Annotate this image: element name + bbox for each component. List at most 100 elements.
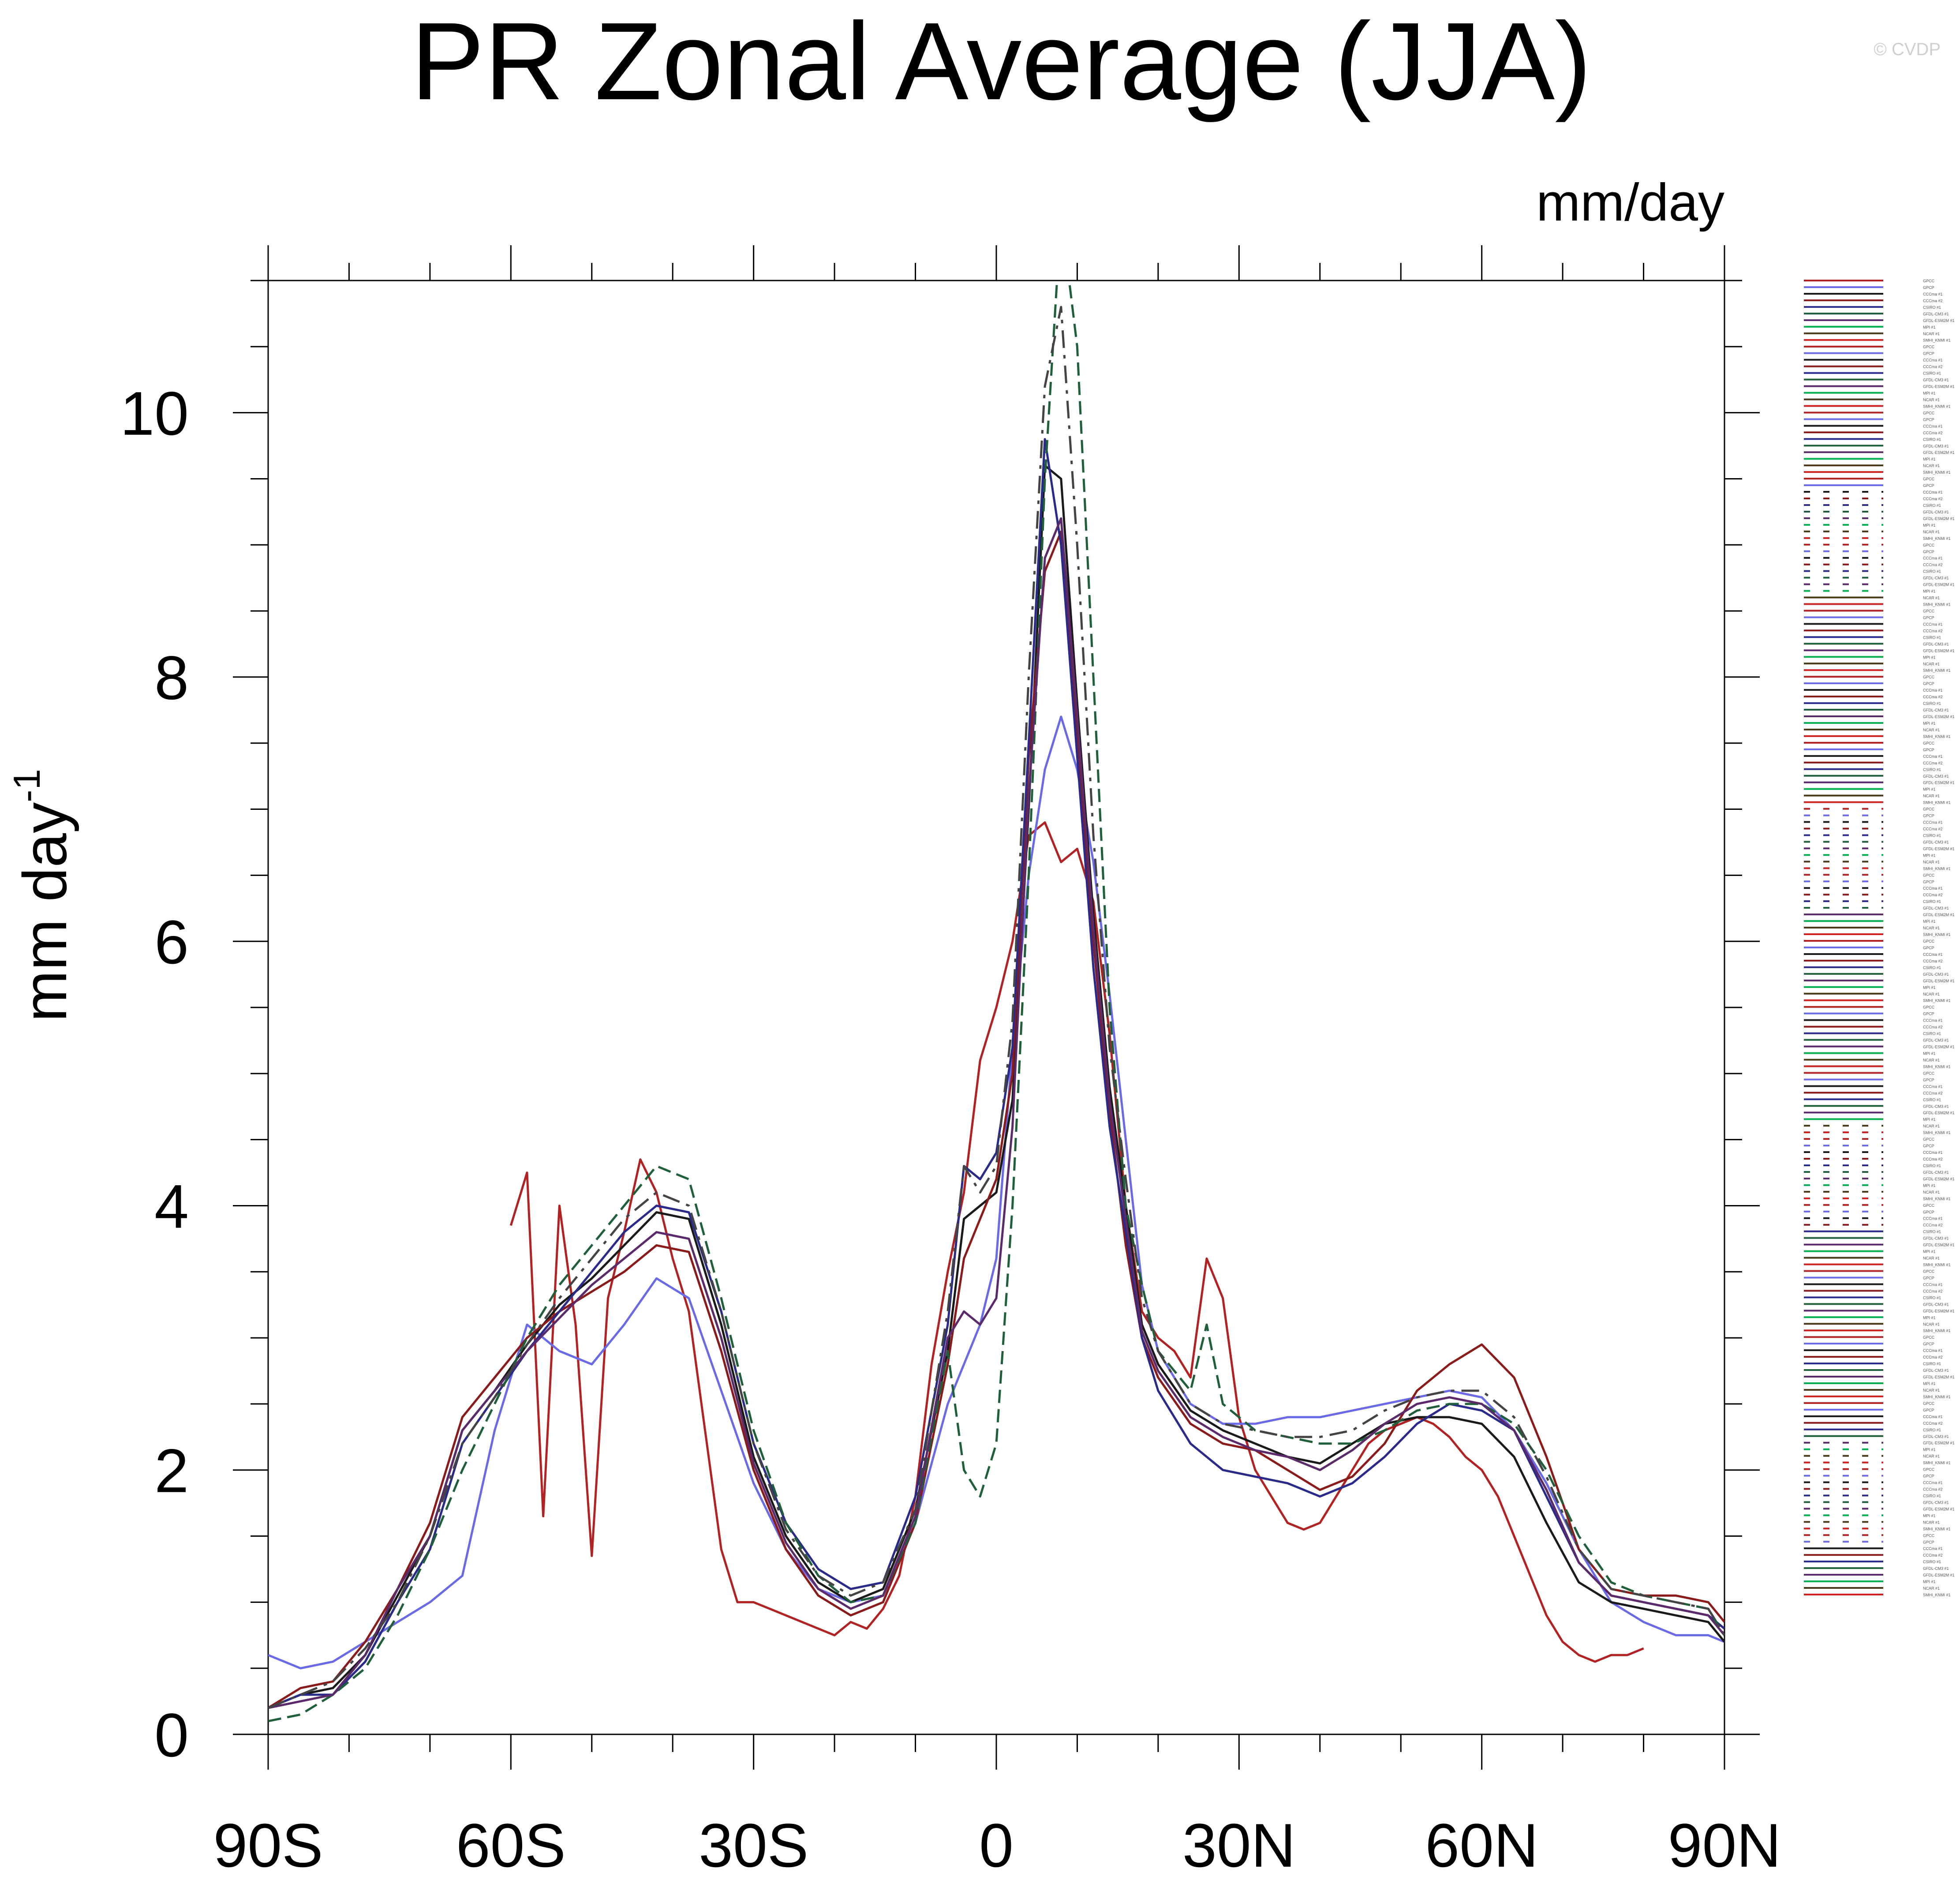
legend-label: GPCC — [1923, 873, 1935, 877]
series-line-2 — [268, 715, 1724, 1670]
legend-label: CCCma #1 — [1923, 1018, 1943, 1023]
legend-label: MPI #1 — [1923, 457, 1936, 461]
legend-label: GFDL-CM3 #1 — [1923, 642, 1949, 646]
legend-label: CCCma #2 — [1923, 1289, 1943, 1293]
legend-label: CCCma #2 — [1923, 1223, 1943, 1228]
legend-label: NCAR #1 — [1923, 992, 1940, 996]
legend-label: CCCma #1 — [1923, 1217, 1943, 1221]
legend-label: CSIRO #1 — [1923, 503, 1941, 508]
legend-label: GPCC — [1923, 807, 1935, 812]
legend-label: MPI #1 — [1923, 1448, 1936, 1452]
legend-label: CCCma #2 — [1923, 1487, 1943, 1492]
legend-label: MPI #1 — [1923, 721, 1936, 726]
y-tick-label: 2 — [154, 1436, 189, 1505]
watermark: © CVDP — [1874, 40, 1941, 59]
legend: GPCC GPCP CCCma #1 CCCma #2 CSIRO #1 GFDL-CM3… — [1804, 279, 1955, 1597]
legend-label: GFDL-CM3 #1 — [1923, 1566, 1949, 1571]
legend-label: CCCma #2 — [1923, 1553, 1943, 1557]
chart-title: PR Zonal Average (JJA) — [411, 0, 1591, 123]
series-layer — [268, 281, 1724, 1722]
legend-label: GPCP — [1923, 1408, 1934, 1412]
legend-label: GPCC — [1923, 675, 1935, 679]
legend-label: CCCma #1 — [1923, 424, 1943, 428]
legend-label: CCCma #2 — [1923, 1421, 1943, 1426]
legend-label: GPCC — [1923, 1467, 1935, 1472]
legend-label: GPCC — [1923, 609, 1935, 614]
x-tick-label: 60N — [1425, 1811, 1538, 1880]
legend-label: GPCC — [1923, 741, 1935, 745]
legend-label: GPCP — [1923, 1012, 1934, 1016]
legend-label: GPCP — [1923, 1276, 1934, 1280]
legend-label: GFDL-ESM2M #1 — [1923, 1243, 1955, 1247]
legend-label: NCAR #1 — [1923, 860, 1940, 864]
y-axis-label-base: mm day — [10, 802, 79, 1022]
x-tick-label: 60S — [456, 1811, 566, 1880]
legend-label: SMHI_KNMI #1 — [1923, 1064, 1951, 1069]
legend-label: GPCC — [1923, 1005, 1935, 1010]
legend-label: GPCP — [1923, 1210, 1934, 1214]
legend-label: GFDL-ESM2M #1 — [1923, 1177, 1955, 1181]
x-tick-label: 90S — [213, 1811, 323, 1880]
legend-label: GPCP — [1923, 748, 1934, 752]
legend-label: MPI #1 — [1923, 853, 1936, 857]
legend-label: GFDL-ESM2M #1 — [1923, 1045, 1955, 1049]
legend-label: CSIRO #1 — [1923, 1560, 1941, 1564]
svg-text:mm day-1: mm day-1 — [6, 769, 79, 1022]
legend-label: SMHI_KNMI #1 — [1923, 932, 1951, 937]
x-tick-label: 30S — [699, 1811, 808, 1880]
x-tick-label: 90N — [1668, 1811, 1781, 1880]
legend-label: CCCma #2 — [1923, 299, 1943, 303]
legend-label: SMHI_KNMI #1 — [1923, 536, 1951, 541]
legend-label: SMHI_KNMI #1 — [1923, 734, 1951, 739]
legend-label: CSIRO #1 — [1923, 701, 1941, 706]
legend-label: MPI #1 — [1923, 325, 1936, 329]
legend-label: MPI #1 — [1923, 589, 1936, 594]
legend-label: CCCma #1 — [1923, 754, 1943, 759]
legend-label: CCCma #2 — [1923, 1355, 1943, 1359]
legend-label: CSIRO #1 — [1923, 1164, 1941, 1168]
legend-label: GPCC — [1923, 1533, 1935, 1538]
legend-label: MPI #1 — [1923, 1183, 1936, 1188]
legend-label: GPCP — [1923, 1540, 1934, 1544]
legend-label: MPI #1 — [1923, 1315, 1936, 1320]
legend-label: NCAR #1 — [1923, 596, 1940, 600]
legend-label: CCCma #2 — [1923, 431, 1943, 435]
legend-label: SMHI_KNMI #1 — [1923, 1197, 1951, 1201]
legend-label: CCCma #2 — [1923, 497, 1943, 501]
legend-label: CCCma #1 — [1923, 1481, 1943, 1485]
legend-label: CCCma #1 — [1923, 556, 1943, 561]
legend-label: CSIRO #1 — [1923, 371, 1941, 376]
legend-label: GFDL-CM3 #1 — [1923, 444, 1949, 448]
legend-label: NCAR #1 — [1923, 1256, 1940, 1261]
legend-label: CCCma #1 — [1923, 358, 1943, 363]
legend-label: GPCP — [1923, 1342, 1934, 1346]
y-tick-label: 6 — [154, 907, 189, 977]
legend-label: CSIRO #1 — [1923, 1032, 1941, 1036]
x-tick-label: 30N — [1182, 1811, 1296, 1880]
legend-label: GPCC — [1923, 411, 1935, 415]
legend-label: CCCma #2 — [1923, 959, 1943, 963]
legend-label: GPCC — [1923, 1137, 1935, 1142]
legend-label: GFDL-ESM2M #1 — [1923, 913, 1955, 917]
legend-label: GFDL-CM3 #1 — [1923, 840, 1949, 844]
legend-label: SMHI_KNMI #1 — [1923, 1263, 1951, 1267]
legend-label: CCCma #2 — [1923, 629, 1943, 633]
series-line-3 — [268, 464, 1724, 1709]
axis-ticks — [233, 245, 1760, 1770]
legend-label: GFDL-ESM2M #1 — [1923, 583, 1955, 587]
series-line-6 — [268, 281, 1724, 1722]
series-line-5 — [268, 438, 1724, 1709]
legend-label: SMHI_KNMI #1 — [1923, 1395, 1951, 1399]
legend-label: CSIRO #1 — [1923, 1097, 1941, 1102]
y-tick-label: 4 — [154, 1172, 189, 1241]
legend-label: CCCma #2 — [1923, 1091, 1943, 1095]
legend-label: SMHI_KNMI #1 — [1923, 1593, 1951, 1597]
legend-label: GPCC — [1923, 1401, 1935, 1406]
legend-label: CSIRO #1 — [1923, 899, 1941, 904]
legend-label: MPI #1 — [1923, 1580, 1936, 1584]
legend-label: GFDL-ESM2M #1 — [1923, 1111, 1955, 1115]
legend-label: GFDL-ESM2M #1 — [1923, 450, 1955, 455]
legend-label: NCAR #1 — [1923, 1124, 1940, 1128]
legend-label: GFDL-ESM2M #1 — [1923, 1507, 1955, 1511]
